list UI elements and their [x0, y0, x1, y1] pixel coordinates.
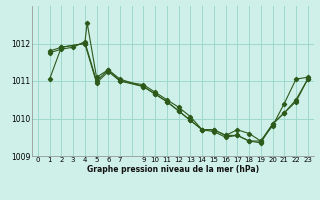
X-axis label: Graphe pression niveau de la mer (hPa): Graphe pression niveau de la mer (hPa)	[87, 165, 259, 174]
